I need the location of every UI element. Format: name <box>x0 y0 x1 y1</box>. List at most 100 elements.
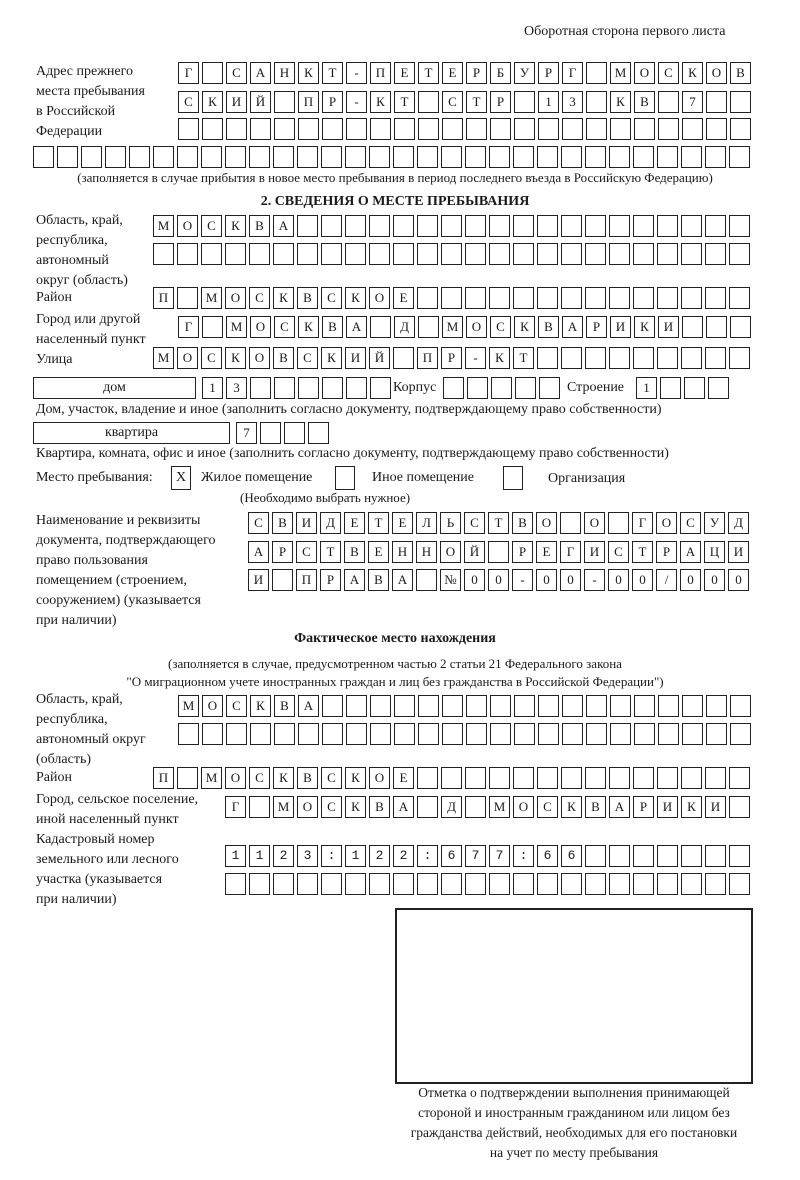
char-cell[interactable] <box>57 146 78 168</box>
char-cell[interactable]: - <box>346 62 367 84</box>
char-cell[interactable] <box>561 347 582 369</box>
char-cell[interactable] <box>441 767 462 789</box>
char-cell[interactable]: 0 <box>488 569 509 591</box>
char-cell[interactable] <box>297 146 318 168</box>
char-cell[interactable] <box>297 845 318 867</box>
char-cell[interactable] <box>33 146 54 168</box>
char-cell[interactable]: О <box>177 215 198 237</box>
char-cell[interactable]: С <box>321 287 342 309</box>
char-cell[interactable] <box>393 845 414 867</box>
char-cell[interactable] <box>561 243 582 265</box>
cadastre-row-2[interactable] <box>225 873 753 895</box>
char-cell[interactable] <box>465 767 486 789</box>
char-cell[interactable]: М <box>489 796 510 818</box>
char-cell[interactable]: М <box>273 796 294 818</box>
char-cell[interactable] <box>513 873 534 895</box>
char-cell[interactable]: Е <box>393 767 414 789</box>
char-cell[interactable] <box>657 873 678 895</box>
char-cell[interactable] <box>322 695 343 717</box>
char-cell[interactable] <box>225 873 246 895</box>
char-cell[interactable] <box>682 316 703 338</box>
char-cell[interactable] <box>417 243 438 265</box>
char-cell[interactable] <box>346 695 367 717</box>
char-cell[interactable] <box>706 695 727 717</box>
char-cell[interactable]: О <box>177 347 198 369</box>
char-cell[interactable]: - <box>346 91 367 113</box>
char-cell[interactable]: А <box>248 541 269 563</box>
char-cell[interactable] <box>370 723 391 745</box>
char-cell[interactable]: О <box>513 796 534 818</box>
char-cell[interactable] <box>658 695 679 717</box>
residential-checkbox[interactable]: X <box>171 466 191 490</box>
char-cell[interactable] <box>705 873 726 895</box>
char-cell[interactable] <box>634 118 655 140</box>
char-cell[interactable] <box>297 873 318 895</box>
char-cell[interactable] <box>730 118 751 140</box>
char-cell[interactable] <box>586 91 607 113</box>
char-cell[interactable]: К <box>489 347 510 369</box>
char-cell[interactable] <box>177 287 198 309</box>
char-cell[interactable] <box>561 845 582 867</box>
char-cell[interactable] <box>441 845 462 867</box>
char-cell[interactable] <box>561 767 582 789</box>
char-cell[interactable] <box>609 873 630 895</box>
char-cell[interactable]: 0 <box>608 569 629 591</box>
char-cell[interactable] <box>658 91 679 113</box>
char-cell[interactable] <box>467 377 488 399</box>
char-cell[interactable] <box>249 796 270 818</box>
char-cell[interactable]: С <box>297 347 318 369</box>
char-cell[interactable] <box>250 723 271 745</box>
char-cell[interactable]: С <box>296 541 317 563</box>
char-cell[interactable] <box>730 723 751 745</box>
char-cell[interactable]: В <box>538 316 559 338</box>
char-cell[interactable]: Р <box>656 541 677 563</box>
char-cell[interactable]: О <box>297 796 318 818</box>
char-cell[interactable] <box>369 215 390 237</box>
char-cell[interactable]: В <box>297 287 318 309</box>
char-cell[interactable]: Е <box>536 541 557 563</box>
char-cell[interactable] <box>465 796 486 818</box>
char-cell[interactable] <box>417 873 438 895</box>
char-cell[interactable] <box>705 767 726 789</box>
char-cell[interactable]: Р <box>512 541 533 563</box>
apartment-type-field[interactable]: квартира <box>33 422 230 444</box>
char-cell[interactable]: Г <box>560 541 581 563</box>
char-cell[interactable] <box>513 243 534 265</box>
char-cell[interactable] <box>394 118 415 140</box>
char-cell[interactable] <box>273 243 294 265</box>
char-cell[interactable] <box>490 695 511 717</box>
char-cell[interactable]: 0 <box>680 569 701 591</box>
char-cell[interactable] <box>514 118 535 140</box>
char-cell[interactable] <box>537 243 558 265</box>
char-cell[interactable]: С <box>680 512 701 534</box>
char-cell[interactable] <box>657 215 678 237</box>
char-cell[interactable] <box>225 146 246 168</box>
char-cell[interactable]: И <box>226 91 247 113</box>
char-cell[interactable]: В <box>344 541 365 563</box>
char-cell[interactable] <box>443 377 464 399</box>
char-cell[interactable] <box>705 243 726 265</box>
char-cell[interactable]: С <box>608 541 629 563</box>
char-cell[interactable] <box>706 723 727 745</box>
char-cell[interactable]: К <box>634 316 655 338</box>
char-cell[interactable] <box>586 695 607 717</box>
char-cell[interactable] <box>441 215 462 237</box>
char-cell[interactable] <box>585 767 606 789</box>
char-cell[interactable]: О <box>249 347 270 369</box>
char-cell[interactable]: О <box>202 695 223 717</box>
char-cell[interactable] <box>513 287 534 309</box>
char-cell[interactable] <box>177 146 198 168</box>
char-cell[interactable] <box>465 146 486 168</box>
char-cell[interactable] <box>225 845 246 867</box>
char-cell[interactable] <box>489 215 510 237</box>
char-cell[interactable] <box>441 287 462 309</box>
char-cell[interactable] <box>345 146 366 168</box>
char-cell[interactable]: П <box>296 569 317 591</box>
char-cell[interactable]: И <box>584 541 605 563</box>
char-cell[interactable]: И <box>658 316 679 338</box>
char-cell[interactable] <box>681 287 702 309</box>
char-cell[interactable]: К <box>273 287 294 309</box>
char-cell[interactable]: Е <box>442 62 463 84</box>
